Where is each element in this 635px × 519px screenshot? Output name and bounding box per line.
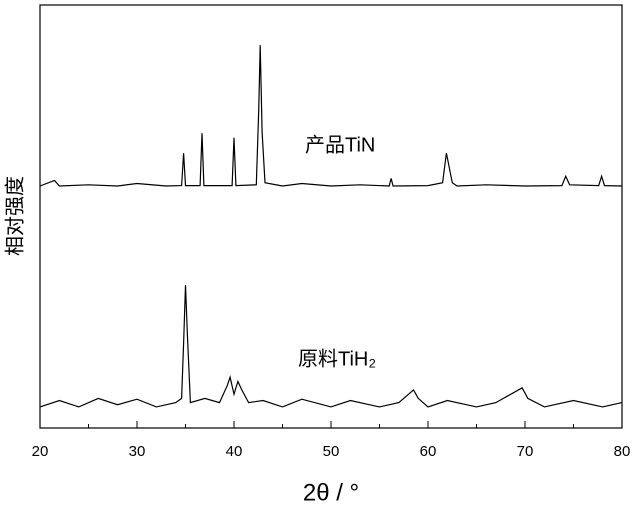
x-tick-label: 20 [32, 443, 49, 460]
series-label: 原料TiH₂ [298, 347, 376, 370]
x-tick-label: 40 [226, 443, 243, 460]
x-tick-label: 60 [420, 443, 437, 460]
x-tick-label: 80 [614, 443, 631, 460]
x-axis-label: 2θ / ° [303, 479, 359, 506]
series-line [40, 285, 622, 407]
chart: 2θ / ° 相对强度 产品TiN 原料TiH₂ 20 30 40 50 60 70 80 [0, 0, 635, 514]
series-label: 产品TiN [305, 133, 375, 156]
x-tick-label: 50 [323, 443, 340, 460]
x-tick-label: 70 [517, 443, 534, 460]
y-axis-label: 相对强度 [3, 176, 26, 256]
x-tick-label: 30 [129, 443, 146, 460]
series-line [40, 45, 622, 186]
